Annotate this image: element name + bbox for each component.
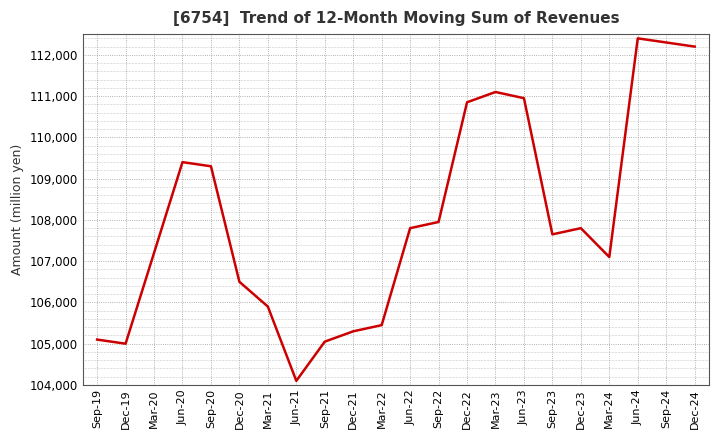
Title: [6754]  Trend of 12-Month Moving Sum of Revenues: [6754] Trend of 12-Month Moving Sum of R… xyxy=(173,11,619,26)
Y-axis label: Amount (million yen): Amount (million yen) xyxy=(11,144,24,275)
